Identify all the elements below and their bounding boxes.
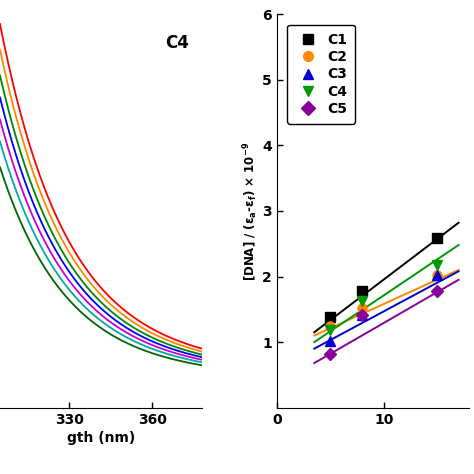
Legend: C1, C2, C3, C4, C5: C1, C2, C3, C4, C5	[287, 25, 355, 124]
X-axis label: gth (nm): gth (nm)	[67, 431, 135, 445]
Text: C4: C4	[165, 34, 190, 52]
Y-axis label: [DNA] / ($\mathbf{\varepsilon_a}$-$\mathbf{\varepsilon_f}$) × 10$^{\mathbf{-9}}$: [DNA] / ($\mathbf{\varepsilon_a}$-$\math…	[241, 141, 259, 281]
